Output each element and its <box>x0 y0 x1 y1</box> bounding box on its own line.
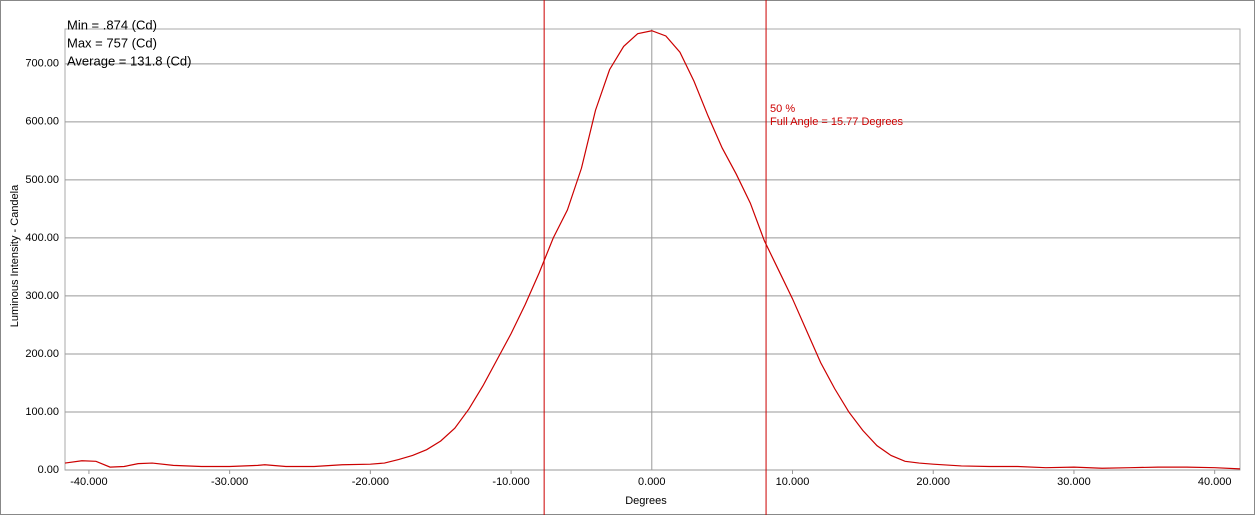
y-tick-label: 400.00 <box>25 232 59 244</box>
y-tick-label: 500.00 <box>25 174 59 186</box>
y-tick-label: 200.00 <box>25 348 59 360</box>
x-tick-label: 30.000 <box>1057 476 1091 488</box>
x-tick-label: 20.000 <box>916 476 950 488</box>
y-tick-label: 300.00 <box>25 290 59 302</box>
x-tick-label: -10.000 <box>492 476 529 488</box>
y-tick-label: 700.00 <box>25 58 59 70</box>
x-axis-label: Degrees <box>625 495 667 507</box>
y-tick-label: 100.00 <box>25 406 59 418</box>
stat-text: Max = 757 (Cd) <box>67 35 157 50</box>
x-tick-label: -20.000 <box>352 476 389 488</box>
y-tick-label: 600.00 <box>25 116 59 128</box>
x-tick-label: 10.000 <box>776 476 810 488</box>
x-tick-label: -30.000 <box>211 476 248 488</box>
intensity-curve <box>64 30 1241 470</box>
annotation: Full Angle = 15.77 Degrees <box>770 116 904 128</box>
x-tick-label: 0.000 <box>638 476 666 488</box>
annotation: 50 % <box>770 103 795 115</box>
x-tick-label: -40.000 <box>70 476 107 488</box>
x-tick-label: 40.000 <box>1198 476 1232 488</box>
stat-text: Average = 131.8 (Cd) <box>67 53 191 68</box>
stat-text: Min = .874 (Cd) <box>67 17 157 32</box>
y-tick-label: 0.00 <box>38 464 59 476</box>
y-axis-label: Luminous Intensity - Candela <box>9 184 21 327</box>
